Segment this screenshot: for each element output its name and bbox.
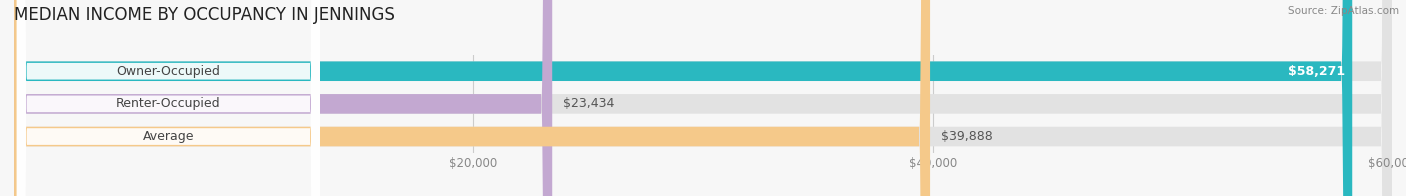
Text: $58,271: $58,271	[1288, 65, 1346, 78]
Text: Source: ZipAtlas.com: Source: ZipAtlas.com	[1288, 6, 1399, 16]
FancyBboxPatch shape	[14, 0, 1392, 196]
Text: $23,434: $23,434	[564, 97, 614, 110]
FancyBboxPatch shape	[14, 0, 1392, 196]
FancyBboxPatch shape	[14, 0, 1392, 196]
Text: Average: Average	[142, 130, 194, 143]
Text: MEDIAN INCOME BY OCCUPANCY IN JENNINGS: MEDIAN INCOME BY OCCUPANCY IN JENNINGS	[14, 6, 395, 24]
Text: Renter-Occupied: Renter-Occupied	[117, 97, 221, 110]
FancyBboxPatch shape	[17, 0, 321, 196]
Text: $39,888: $39,888	[941, 130, 993, 143]
FancyBboxPatch shape	[14, 0, 553, 196]
FancyBboxPatch shape	[17, 0, 321, 196]
FancyBboxPatch shape	[17, 0, 321, 196]
FancyBboxPatch shape	[14, 0, 1353, 196]
FancyBboxPatch shape	[14, 0, 931, 196]
Text: Owner-Occupied: Owner-Occupied	[117, 65, 221, 78]
